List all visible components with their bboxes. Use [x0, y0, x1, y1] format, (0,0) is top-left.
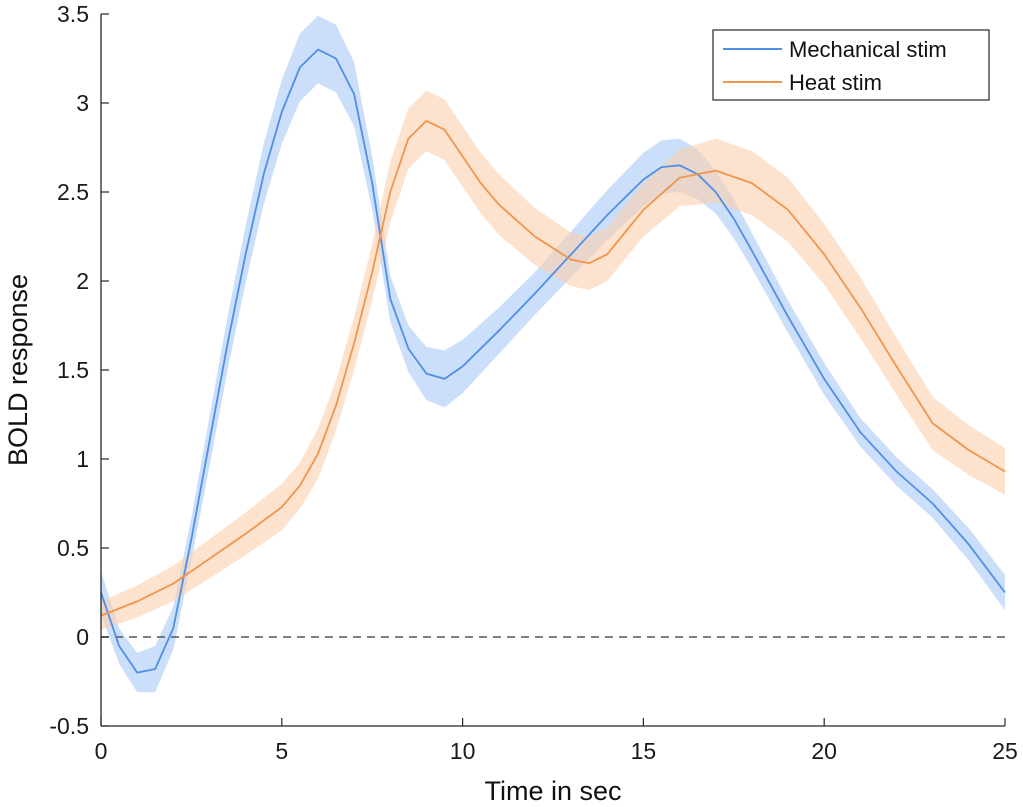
x-tick-label: 20: [811, 738, 837, 764]
axes: [100, 14, 1005, 727]
y-tick-label: 3.5: [57, 1, 89, 27]
legend-label-heat: Heat stim: [789, 70, 882, 95]
x-tick-label: 10: [450, 738, 476, 764]
confidence-bands: [101, 15, 1005, 693]
series-lines: [100, 48, 1006, 674]
y-tick-label: 0.5: [57, 535, 89, 561]
y-axis-title: BOLD response: [3, 274, 33, 466]
band-mechanical: [101, 15, 1005, 693]
legend-box: [712, 29, 990, 101]
y-tick-label: 0: [76, 624, 89, 650]
y-tick-label: 3: [76, 90, 89, 116]
legend: Mechanical stim Heat stim: [712, 29, 990, 101]
y-tick-label: -0.5: [49, 713, 89, 739]
x-tick-label: 0: [95, 738, 108, 764]
band-heat: [101, 90, 1005, 630]
y-tick-label: 1.5: [57, 357, 89, 383]
y-ticks: -0.5 0 0.5 1 1.5 2 2.5 3 3.5: [49, 1, 109, 739]
x-tick-label: 25: [992, 738, 1018, 764]
x-ticks: 0 5 10 15 20 25: [95, 718, 1018, 764]
x-tick-label: 15: [631, 738, 657, 764]
y-tick-label: 2.5: [57, 179, 89, 205]
line-heat: [100, 119, 1006, 617]
line-mechanical: [100, 48, 1006, 674]
x-axis-title: Time in sec: [484, 776, 621, 806]
x-tick-label: 5: [275, 738, 288, 764]
legend-label-mechanical: Mechanical stim: [789, 37, 947, 62]
y-tick-label: 1: [76, 446, 89, 472]
y-tick-label: 2: [76, 268, 89, 294]
